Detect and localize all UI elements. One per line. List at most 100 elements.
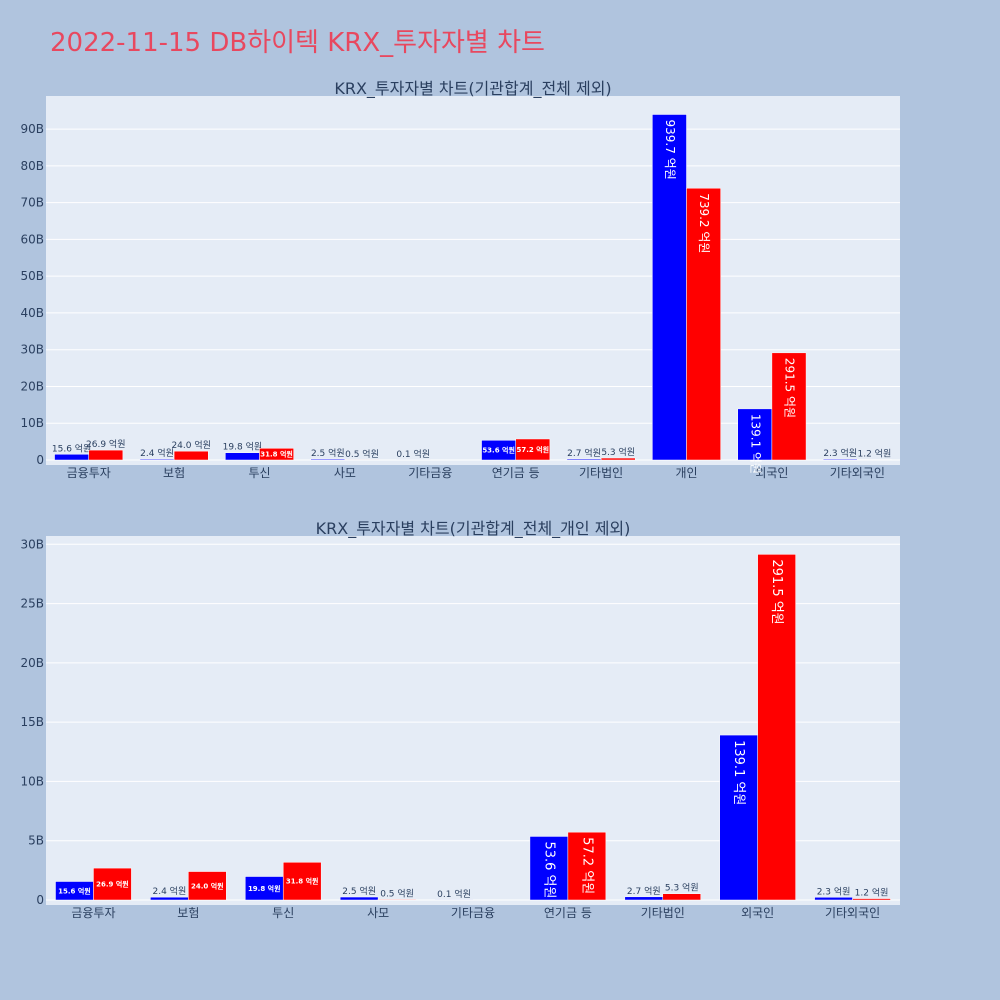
subplot-title: KRX_투자자별 차트(기관합계_전체 제외) <box>334 79 611 99</box>
x-tick-label: 외국인 <box>741 906 774 920</box>
bar-label: 2.3 억원 <box>817 885 851 897</box>
bar-label: 5.3 억원 <box>665 882 699 894</box>
bar-buy <box>822 458 858 461</box>
x-tick-label: 투신 <box>248 466 270 480</box>
bar-label: 15.6 억원 <box>52 442 91 454</box>
bar-label: 24.0 억원 <box>171 439 210 451</box>
bar-buy <box>624 896 664 901</box>
bar-label: 19.8 억원 <box>248 884 281 893</box>
bar-label: 24.0 억원 <box>191 881 224 890</box>
bar-sell <box>686 187 721 461</box>
bar-label: 53.6 억원 <box>541 841 556 898</box>
bar-buy <box>54 454 89 461</box>
bar-label: 19.8 억원 <box>223 441 262 453</box>
y-tick-label: 30B <box>20 537 44 551</box>
y-tick-label: 10B <box>20 416 44 430</box>
bar-label: 57.2 억원 <box>516 445 549 454</box>
plot-area <box>46 96 900 465</box>
bar-label: 939.7 억원 <box>663 119 677 179</box>
bar-label: 5.3 억원 <box>601 446 635 458</box>
bar-label: 15.6 억원 <box>58 886 91 895</box>
y-tick-label: 40B <box>20 306 44 320</box>
bar-label: 2.4 억원 <box>152 885 186 897</box>
bar-buy <box>225 452 260 461</box>
bar-sell <box>662 893 701 901</box>
bar-label: 2.5 억원 <box>311 447 345 459</box>
chart-1: 0 10B 20B 30B 40B 50B 60B 70B 80B 90B KRX_투자자별 차트(… <box>20 79 900 480</box>
bar-label: 2.3 억원 <box>823 447 857 459</box>
x-tick-label: 기타외국인 <box>830 466 885 480</box>
y-tick-label: 20B <box>20 656 44 670</box>
chart-2: 0 5B 10B 15B 20B 25B 30B KRX_투자자별 차트(기관합계_전체_개인… <box>20 519 900 920</box>
bar-buy <box>737 408 773 461</box>
bar-sell <box>93 867 132 901</box>
bar-label: 57.2 억원 <box>579 837 594 894</box>
bar-sell <box>259 448 294 461</box>
bar-buy <box>139 458 175 461</box>
x-tick-label: 개인 <box>675 466 697 480</box>
bar-label: 291.5 억원 <box>769 559 784 624</box>
x-tick-label: 기타법인 <box>579 466 623 480</box>
bar-sell <box>852 898 891 901</box>
y-tick-label: 20B <box>20 379 44 393</box>
x-tick-label: 사모 <box>367 906 389 920</box>
bar-label: 2.4 억원 <box>140 447 174 459</box>
bar-sell <box>757 554 796 901</box>
bar-sell <box>173 450 209 461</box>
bar-sell <box>567 831 607 901</box>
bar-buy <box>566 458 602 461</box>
y-tick-label: 15B <box>20 715 44 729</box>
bar-label: 0.5 억원 <box>345 448 379 460</box>
x-tick-label: 투신 <box>272 906 294 920</box>
bar-label: 291.5 억원 <box>782 358 796 418</box>
bar-label: 2.7 억원 <box>627 885 661 897</box>
y-tick-label: 5B <box>28 834 44 848</box>
bar-label: 26.9 억원 <box>96 880 129 889</box>
x-tick-label: 연기금 등 <box>544 906 592 920</box>
bar-label: 139.1 억원 <box>748 414 762 474</box>
bar-label: 2.7 억원 <box>567 447 601 459</box>
bar-sell <box>188 871 227 901</box>
y-tick-label: 0 <box>36 893 44 907</box>
bar-label: 31.8 억원 <box>286 877 319 886</box>
y-tick-label: 30B <box>20 343 44 357</box>
y-tick-label: 10B <box>20 774 44 788</box>
bar-buy <box>310 458 346 461</box>
bar-sell <box>600 457 636 461</box>
bar-label: 1.2 억원 <box>855 887 889 899</box>
bar-label: 739.2 억원 <box>697 193 711 253</box>
y-tick-label: 25B <box>20 597 44 611</box>
bar-label: 0.5 억원 <box>380 887 414 899</box>
page-title: 2022-11-15 DB하이텍 KRX_투자자별 차트 <box>50 28 545 58</box>
x-tick-label: 외국인 <box>755 466 788 480</box>
y-tick-label: 80B <box>20 159 44 173</box>
x-tick-label: 금융투자 <box>67 466 111 480</box>
x-tick-label: 기타금융 <box>451 906 495 920</box>
x-tick-label: 기타금융 <box>408 466 452 480</box>
bar-buy <box>814 897 853 901</box>
subplot-title: KRX_투자자별 차트(기관합계_전체_개인 제외) <box>316 519 631 539</box>
y-tick-label: 70B <box>20 196 44 210</box>
bar-sell <box>515 438 551 461</box>
x-tick-label: 사모 <box>334 466 356 480</box>
bar-buy <box>719 734 758 901</box>
bar-sell <box>377 899 417 901</box>
bar-label: 26.9 억원 <box>86 438 125 450</box>
bar-label: 1.2 억원 <box>858 448 892 460</box>
y-tick-label: 50B <box>20 269 44 283</box>
bar-sell <box>88 449 124 461</box>
y-tick-label: 0 <box>36 453 44 467</box>
x-tick-label: 보험 <box>177 906 199 920</box>
y-tick-label: 90B <box>20 122 44 136</box>
bar-buy <box>150 896 189 901</box>
bar-label: 53.6 억원 <box>482 446 515 455</box>
bar-buy <box>339 896 379 901</box>
x-tick-label: 기타법인 <box>641 906 685 920</box>
x-tick-label: 보험 <box>163 466 185 480</box>
x-tick-label: 금융투자 <box>71 906 115 920</box>
x-tick-label: 연기금 등 <box>492 466 540 480</box>
bar-sell <box>282 862 322 901</box>
bar-label: 0.1 억원 <box>437 888 471 900</box>
bar-label: 139.1 억원 <box>731 740 746 805</box>
